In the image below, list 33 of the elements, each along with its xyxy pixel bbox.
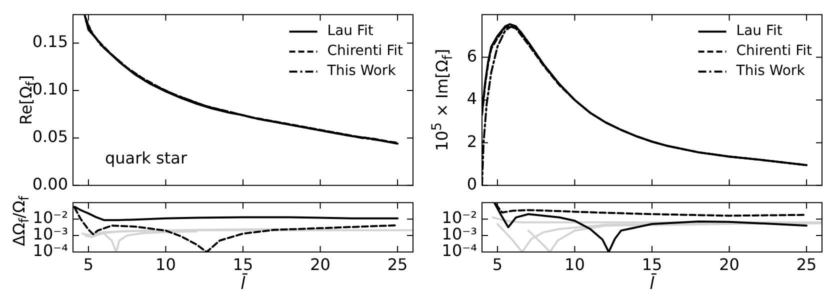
y-tick-label: 10⁻⁴ [32,241,68,260]
y-tick-label: 10⁻³ [442,224,477,244]
x-axis-title: l̄ [650,274,654,294]
y-tick-label: 0 [466,174,477,194]
annotation: quark star [105,148,188,168]
x-tick-label: 10 [156,254,176,274]
y-tick-label: 4 [466,89,477,108]
y-tick-label: 10⁻² [442,208,477,228]
x-tick-label: 20 [719,254,740,274]
x-tick-label: 15 [232,254,254,274]
legend-label: Chirenti Fit [736,43,813,60]
x-tick-label: 10 [564,254,585,274]
x-tick-label: 5 [83,254,94,274]
x-axis-title: l̄ [240,274,246,294]
legend-label: This Work [326,63,397,80]
y-tick-label: 0.05 [32,127,68,146]
x-tick-label: 15 [642,254,662,274]
y-tick-label: 0.00 [32,174,68,194]
legend-label: Chirenti Fit [327,43,404,60]
x-tick-label: 5 [492,254,503,274]
y-tick-label: 6 [466,46,477,66]
y-tick-label: 0.15 [32,32,68,52]
y-tick-label: 10⁻² [32,208,68,228]
y-tick-label: 10⁻⁴ [442,241,477,260]
y-tick-label: 2 [466,132,477,151]
legend-label: This Work [735,63,806,80]
y-tick-label: 0.10 [32,80,68,99]
x-tick-label: 20 [310,254,330,274]
legend-label: Lau Fit [327,23,374,40]
y-tick-label: 10⁻³ [32,224,68,244]
x-tick-label: 25 [387,254,408,274]
x-tick-label: 25 [796,254,817,274]
legend-label: Lau Fit [736,23,783,40]
